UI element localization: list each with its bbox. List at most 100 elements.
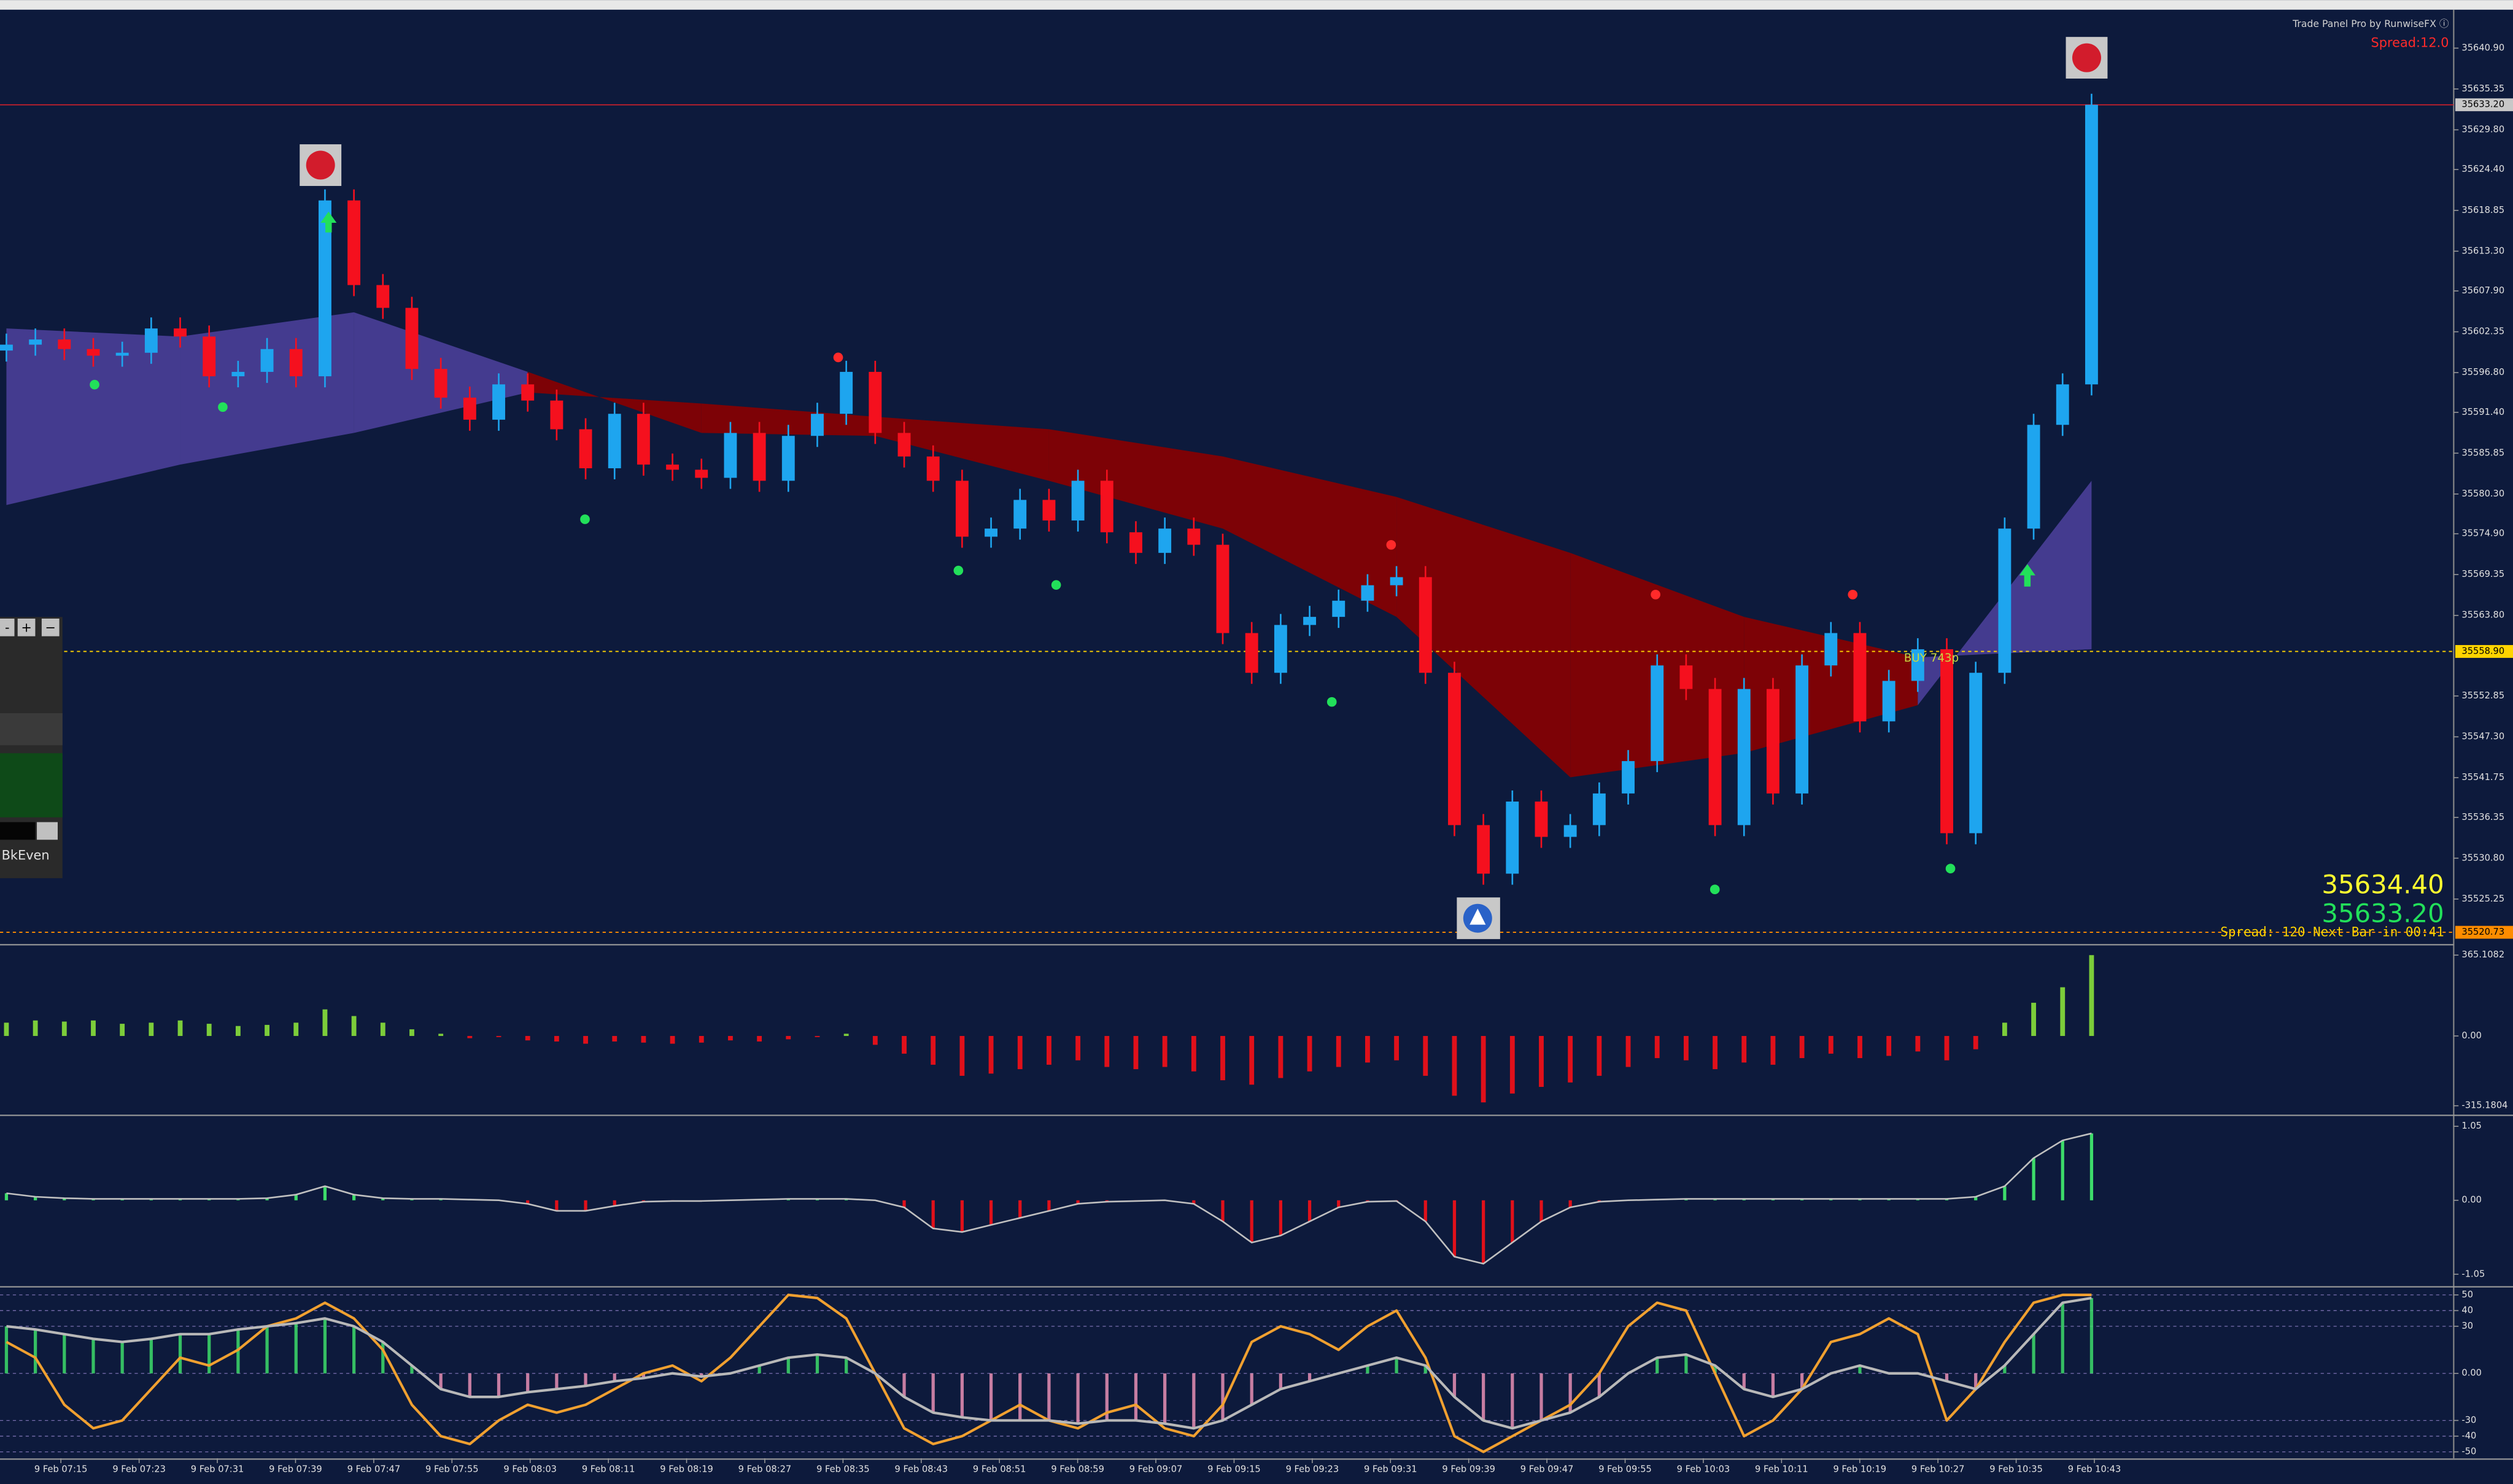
oscillator-bar (1279, 1200, 1282, 1236)
signal-dot (218, 402, 228, 412)
candle-body (955, 481, 969, 537)
sell-icon (306, 150, 335, 180)
y-tick-label: 0.00 (2461, 1368, 2482, 1378)
momentum-bar (2003, 1365, 2007, 1374)
histogram-bar (872, 1035, 878, 1045)
histogram-bar (1307, 1035, 1312, 1072)
x-tick-label: 9 Feb 07:23 (112, 1464, 166, 1474)
momentum-bar (786, 1358, 790, 1374)
panel-button[interactable] (0, 618, 15, 636)
signal-dot (833, 352, 843, 363)
y-tick-label: 0.00 (2461, 1195, 2482, 1205)
panel-button-label[interactable]: + (21, 620, 32, 635)
up-arrow (2019, 564, 2035, 587)
momentum-bar (1511, 1373, 1514, 1429)
candle-body (811, 414, 824, 436)
momentum-bar (294, 1323, 298, 1374)
price-label: 35633.20 (2461, 99, 2504, 110)
candle-body (840, 371, 853, 414)
momentum-bar (1250, 1373, 1253, 1405)
oscillator-bar (1307, 1200, 1312, 1222)
cloud-segment (1048, 429, 1223, 529)
momentum-bar (1076, 1373, 1080, 1424)
momentum-bar (1134, 1373, 1138, 1421)
candle-body (781, 436, 795, 481)
momentum-bar (1279, 1373, 1282, 1389)
momentum-bar (1452, 1373, 1457, 1397)
histogram-bar (4, 1022, 9, 1036)
momentum-bar (1568, 1373, 1572, 1413)
candle-body (2027, 425, 2040, 529)
histogram-bar (1509, 1035, 1515, 1094)
candle-body (1390, 577, 1403, 585)
panel-button-label[interactable]: - (5, 620, 10, 635)
candle-body (1158, 528, 1172, 553)
histogram-bar (1075, 1035, 1081, 1061)
panel-button[interactable] (41, 618, 60, 636)
momentum-bar (555, 1373, 559, 1389)
momentum-bar (1163, 1373, 1167, 1424)
histogram-bar (322, 1009, 328, 1036)
signal-dot (1848, 589, 1858, 600)
histogram-bar (1162, 1035, 1167, 1067)
y-tick-label: 35591.40 (2461, 407, 2504, 417)
histogram-bar (1336, 1035, 1341, 1067)
x-tick-label: 9 Feb 07:39 (269, 1464, 322, 1474)
breakeven-label[interactable]: BkEven (2, 848, 50, 862)
histogram-bar (149, 1022, 154, 1036)
histogram-bar (1220, 1035, 1225, 1081)
cloud-segment (701, 403, 875, 436)
price-label-box (2455, 98, 2513, 112)
candle-body (2085, 104, 2098, 385)
histogram-bar (380, 1022, 385, 1036)
momentum-bar (120, 1342, 124, 1374)
oscillator-bar (4, 1193, 9, 1200)
plot-layer: 35640.90 35635.35 35629.80 35624.40 35618.85… (0, 42, 2513, 1474)
oscillator-bar (265, 1198, 269, 1200)
momentum-bar (1366, 1365, 1369, 1374)
x-tick-label: 9 Feb 07:15 (34, 1464, 88, 1474)
candle-body (1448, 673, 1461, 825)
candle-body (897, 433, 911, 457)
oscillator-bar (2061, 1140, 2064, 1200)
momentum-bar (526, 1373, 530, 1393)
y-tick-label: 35541.75 (2461, 772, 2504, 783)
candle-body (579, 429, 592, 468)
histogram-bar (699, 1035, 704, 1043)
oscillator-bar (526, 1200, 530, 1204)
y-tick-label: -40 (2461, 1431, 2476, 1441)
status-line: Spread: 120 Next Bar in 00:41 (2220, 925, 2444, 940)
price-label: 35520.73 (2461, 927, 2504, 937)
candle-body (1592, 793, 1606, 825)
histogram-bar (1481, 1035, 1486, 1103)
oscillator-bar (1250, 1200, 1253, 1243)
momentum-bar (352, 1326, 356, 1374)
candle-body (203, 336, 216, 377)
panel-button-label[interactable]: − (45, 620, 56, 635)
histogram-bar (1944, 1035, 1950, 1061)
signal-dot (1651, 589, 1660, 600)
cloud-segment (6, 328, 180, 505)
dropdown-button[interactable] (37, 822, 58, 840)
histogram-bar (1365, 1035, 1370, 1063)
candle-body (1013, 500, 1027, 529)
oscillator-bar (323, 1186, 327, 1200)
panel-button[interactable] (17, 618, 36, 636)
candle-body (608, 414, 621, 468)
momentum-bar (613, 1373, 616, 1382)
signal-dot (90, 379, 99, 390)
candle-body (144, 328, 158, 353)
trade-panel-row (0, 713, 63, 746)
histogram-bar (988, 1035, 994, 1074)
oscillator-bar (584, 1200, 587, 1211)
oscillator-bar (1076, 1200, 1080, 1204)
panel-credit: Trade Panel Pro by RunwiseFX ⓘ (2292, 18, 2449, 29)
y-tick-label: 35629.80 (2461, 125, 2504, 135)
x-tick-label: 9 Feb 09:47 (1520, 1464, 1574, 1474)
momentum-bar (34, 1329, 37, 1374)
momentum-bar (323, 1318, 327, 1374)
candle-body (174, 328, 187, 337)
x-tick-label: 9 Feb 10:43 (2068, 1464, 2121, 1474)
histogram-bar (1713, 1035, 1717, 1070)
